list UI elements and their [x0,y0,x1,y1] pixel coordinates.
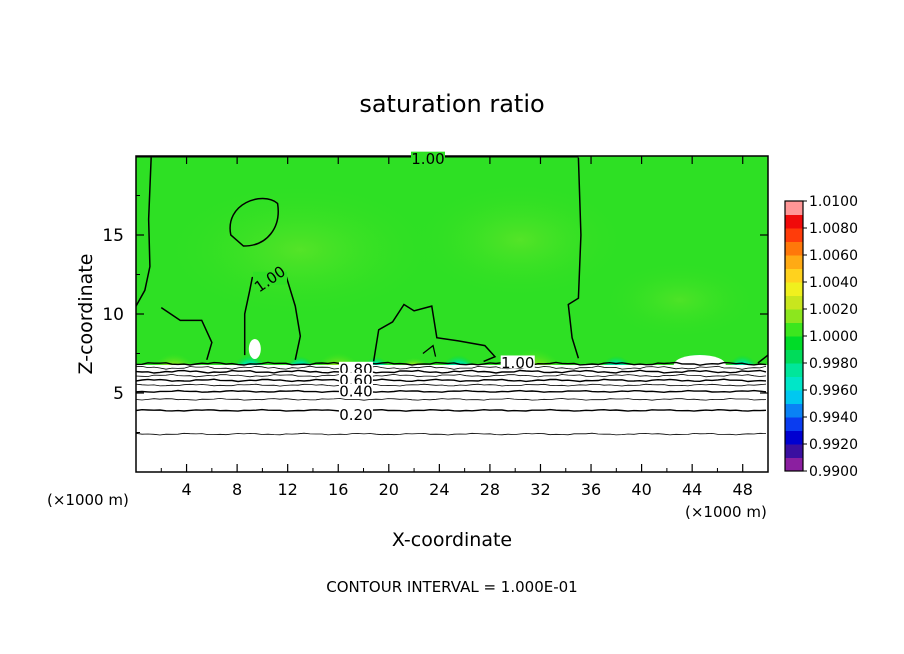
colorbar-segment [785,309,803,323]
y-axis: 5 10 15 [102,195,768,433]
x-tick-label: 36 [581,480,601,499]
colorbar-segment [785,444,803,458]
colorbar-label: 1.0100 [809,194,858,210]
contour-label: 0.40 [339,382,372,400]
colorbar-segment [785,417,803,431]
contour-interval-footer: CONTOUR INTERVAL = 1.000E-01 [326,578,577,596]
chart-title: saturation ratio [359,90,544,118]
colorbar-segment [785,457,803,472]
x-tick-label: 12 [278,480,298,499]
contour-1-00-island [229,197,279,247]
colorbar-segment [785,403,803,418]
colorbar-label: 0.9940 [809,410,858,426]
y-axis-label: Z-coordinate [75,254,97,375]
colorbar-label: 0.9920 [809,437,858,453]
contour-1-00 [372,303,497,363]
contour-line [136,365,767,370]
x-tick-label: 8 [232,480,242,499]
x-tick-label: 44 [682,480,702,499]
colorbar-segment [785,295,803,310]
colorbar-segment [785,241,803,256]
x-axis: 4 8 12 16 20 24 28 32 36 40 44 48 [160,156,753,499]
colorbar-segment [785,376,803,391]
colorbar-segment [785,363,803,377]
colorbar [784,200,804,472]
x-tick-label: 24 [429,480,449,499]
contour-line [136,373,767,378]
colorbar-segment [785,430,803,445]
contour-label: 1.00 [411,150,444,168]
x-tick-label: 32 [530,480,550,499]
x-tick-label: 20 [379,480,399,499]
contour-1-00 [160,307,213,361]
colorbar-label: 0.9980 [809,356,858,372]
colorbar-segment [785,214,803,229]
x-unit-left: (×1000 m) [47,491,129,509]
contour-label-bg [500,355,535,369]
colorbar-label: 1.0080 [809,221,858,237]
colorbar-label: 1.0040 [809,275,858,291]
contour-line [136,383,767,387]
y-tick-label: 10 [102,305,124,325]
contour-line [136,361,767,366]
contour-1-00 [567,157,582,359]
y-tick-label: 15 [102,226,124,246]
colorbar-label: 0.9960 [809,383,858,399]
contour-label: 0.20 [339,406,372,424]
contour-label-bg [338,383,373,397]
colorbar-segment [785,268,803,283]
x-axis-label: X-coordinate [392,529,512,551]
contour-lines [136,156,768,436]
colorbar-segment [785,322,803,337]
x-tick-label: 28 [480,480,500,499]
colorbar-segment [785,336,803,350]
colorbar-label: 1.0060 [809,248,858,264]
colorbar-segment [785,201,803,215]
y-tick-label: 5 [113,384,124,404]
colorbar-labels: 1.0100 1.0080 1.0060 1.0040 1.0020 1.0000 0.99… [803,194,858,480]
heatmap-field [136,156,768,472]
x-tick-label: 4 [181,480,191,499]
colorbar-label: 1.0000 [809,329,858,345]
field-below-cloud [136,365,768,472]
contour-label-bg [338,372,373,386]
contour-line [136,369,767,374]
contour-label-bg [338,361,373,375]
x-unit-right: (×1000 m) [685,503,767,521]
contour-label-bg [338,407,373,421]
saturated-white-patch [248,338,261,359]
contour-1-00 [136,157,152,307]
colorbar-label: 0.9900 [809,464,858,480]
contour-label: 1.00 [501,354,534,372]
colorbar-segment [785,390,803,404]
contour-label-bg [252,271,287,285]
colorbar-segment [785,349,803,364]
colorbar-segment [785,255,803,269]
contour-label-bg [410,151,445,165]
x-tick-label: 40 [631,480,651,499]
colorbar-label: 1.0020 [809,302,858,318]
x-tick-label: 48 [733,480,753,499]
contour-line [136,432,767,436]
contour-line [136,397,767,401]
contour-line [136,378,767,383]
contour-line [136,408,767,412]
contour-1-00 [422,344,437,357]
x-tick-label: 16 [328,480,348,499]
colorbar-segment [785,228,803,242]
contour-line [136,389,767,394]
contour-1-00 [757,354,768,364]
colorbar-segment [785,282,803,296]
